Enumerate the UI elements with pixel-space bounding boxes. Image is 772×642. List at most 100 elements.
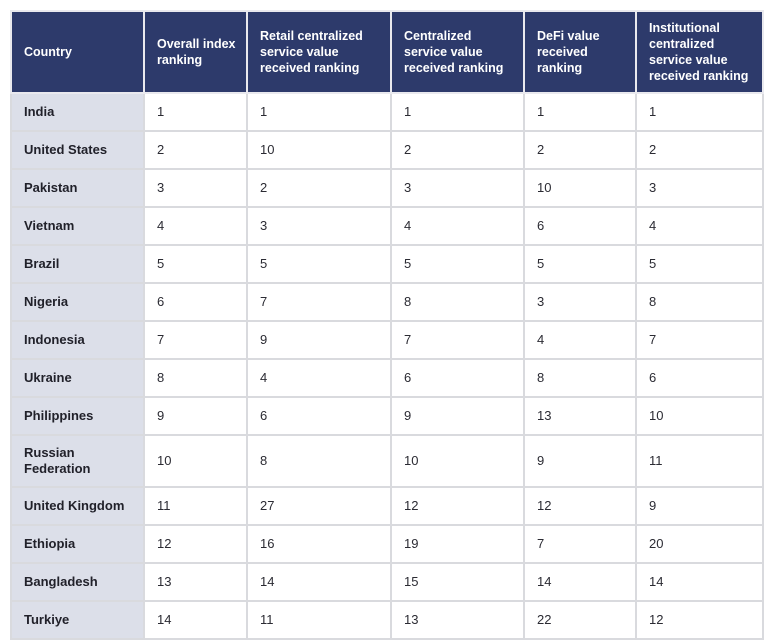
header-row: Country Overall index ranking Retail centr… — [10, 10, 764, 94]
rank-cell: 1 — [143, 92, 248, 132]
column-header: Institutional centralized service value … — [635, 10, 764, 94]
rank-cell: 5 — [143, 244, 248, 284]
rank-cell: 2 — [390, 130, 525, 170]
rank-cell: 7 — [390, 320, 525, 360]
rank-cell: 8 — [635, 282, 764, 322]
rank-cell: 1 — [246, 92, 392, 132]
rank-cell: 5 — [523, 244, 637, 284]
table-row: Vietnam 4 3 4 6 4 — [10, 206, 764, 246]
table-row: Philippines 9 6 9 13 10 — [10, 396, 764, 436]
country-cell: Turkiye — [10, 600, 145, 640]
column-header: Country — [10, 10, 145, 94]
rank-cell: 8 — [523, 358, 637, 398]
rank-cell: 9 — [635, 486, 764, 526]
rank-cell: 10 — [390, 434, 525, 488]
table-body: India 1 1 1 1 1 United States 2 10 2 2 2 Pakistan 3 2 3… — [10, 92, 764, 640]
column-header: Overall index ranking — [143, 10, 248, 94]
rank-cell: 3 — [390, 168, 525, 208]
rank-cell: 5 — [390, 244, 525, 284]
rank-cell: 20 — [635, 524, 764, 564]
rank-cell: 14 — [246, 562, 392, 602]
rank-cell: 15 — [390, 562, 525, 602]
table-row: United States 2 10 2 2 2 — [10, 130, 764, 170]
country-cell: Indonesia — [10, 320, 145, 360]
rank-cell: 4 — [523, 320, 637, 360]
country-cell: Vietnam — [10, 206, 145, 246]
country-cell: Brazil — [10, 244, 145, 284]
rank-cell: 9 — [523, 434, 637, 488]
table-row: India 1 1 1 1 1 — [10, 92, 764, 132]
table-row: Bangladesh 13 14 15 14 14 — [10, 562, 764, 602]
rank-cell: 6 — [635, 358, 764, 398]
table-row: Ethiopia 12 16 19 7 20 — [10, 524, 764, 564]
rank-cell: 7 — [246, 282, 392, 322]
table-row: Indonesia 7 9 7 4 7 — [10, 320, 764, 360]
table-row: Turkiye 14 11 13 22 12 — [10, 600, 764, 640]
rank-cell: 3 — [523, 282, 637, 322]
country-cell: Russian Federation — [10, 434, 145, 488]
rank-cell: 11 — [246, 600, 392, 640]
table-row: United Kingdom 11 27 12 12 9 — [10, 486, 764, 526]
rank-cell: 12 — [635, 600, 764, 640]
rank-cell: 14 — [635, 562, 764, 602]
rank-cell: 8 — [143, 358, 248, 398]
rank-cell: 2 — [143, 130, 248, 170]
rank-cell: 13 — [523, 396, 637, 436]
rank-cell: 9 — [390, 396, 525, 436]
rank-cell: 9 — [246, 320, 392, 360]
column-header: Centralized service value received ranki… — [390, 10, 525, 94]
column-header: DeFi value received ranking — [523, 10, 637, 94]
rank-cell: 6 — [390, 358, 525, 398]
rank-cell: 3 — [143, 168, 248, 208]
rank-cell: 6 — [246, 396, 392, 436]
rank-cell: 6 — [523, 206, 637, 246]
rank-cell: 2 — [523, 130, 637, 170]
table-row: Nigeria 6 7 8 3 8 — [10, 282, 764, 322]
country-cell: Pakistan — [10, 168, 145, 208]
country-cell: Ethiopia — [10, 524, 145, 564]
rank-cell: 8 — [246, 434, 392, 488]
rank-cell: 27 — [246, 486, 392, 526]
rank-cell: 16 — [246, 524, 392, 564]
column-header: Retail centralized service value receive… — [246, 10, 392, 94]
rank-cell: 5 — [635, 244, 764, 284]
rank-cell: 10 — [523, 168, 637, 208]
rankings-table: Country Overall index ranking Retail centr… — [10, 10, 764, 640]
rank-cell: 13 — [143, 562, 248, 602]
table-row: Russian Federation 10 8 10 9 11 — [10, 434, 764, 488]
country-cell: Philippines — [10, 396, 145, 436]
rank-cell: 14 — [523, 562, 637, 602]
table-row: Brazil 5 5 5 5 5 — [10, 244, 764, 284]
country-cell: Nigeria — [10, 282, 145, 322]
rank-cell: 10 — [635, 396, 764, 436]
rank-cell: 1 — [523, 92, 637, 132]
rank-cell: 5 — [246, 244, 392, 284]
country-cell: United States — [10, 130, 145, 170]
rank-cell: 11 — [635, 434, 764, 488]
rank-cell: 19 — [390, 524, 525, 564]
rank-cell: 10 — [246, 130, 392, 170]
table-row: Ukraine 8 4 6 8 6 — [10, 358, 764, 398]
rank-cell: 2 — [246, 168, 392, 208]
rank-cell: 13 — [390, 600, 525, 640]
table-header: Country Overall index ranking Retail centr… — [10, 10, 764, 94]
rank-cell: 14 — [143, 600, 248, 640]
rank-cell: 12 — [143, 524, 248, 564]
rank-cell: 10 — [143, 434, 248, 488]
rank-cell: 2 — [635, 130, 764, 170]
rank-cell: 22 — [523, 600, 637, 640]
rank-cell: 4 — [390, 206, 525, 246]
rank-cell: 12 — [523, 486, 637, 526]
country-cell: Bangladesh — [10, 562, 145, 602]
rank-cell: 1 — [635, 92, 764, 132]
rank-cell: 7 — [523, 524, 637, 564]
crypto-adoption-rankings-table-container: Country Overall index ranking Retail centr… — [10, 10, 764, 640]
rank-cell: 4 — [143, 206, 248, 246]
country-cell: United Kingdom — [10, 486, 145, 526]
rank-cell: 4 — [635, 206, 764, 246]
rank-cell: 11 — [143, 486, 248, 526]
country-cell: India — [10, 92, 145, 132]
rank-cell: 12 — [390, 486, 525, 526]
rank-cell: 1 — [390, 92, 525, 132]
table-row: Pakistan 3 2 3 10 3 — [10, 168, 764, 208]
